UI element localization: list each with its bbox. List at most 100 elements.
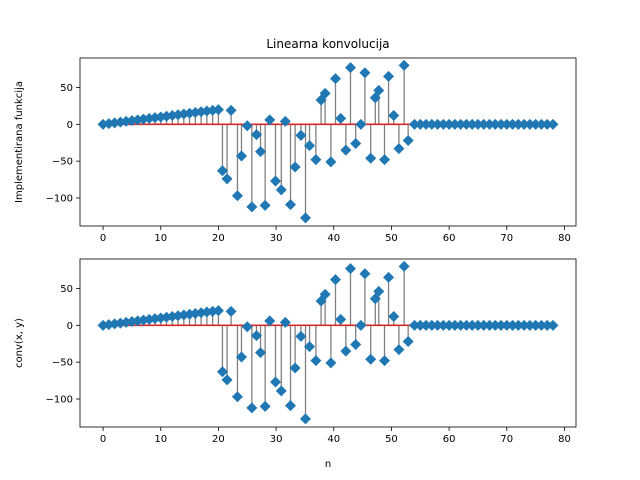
bottom-xtick-label: 60 — [443, 434, 456, 445]
bottom-stem-marker — [325, 357, 337, 369]
bottom-xlabel: n — [325, 459, 331, 470]
bottom-xtick-label: 70 — [500, 434, 513, 445]
bottom-panel: conv(x, y) n 0 10 20 30 40 50 60 70 80 −100 −50 0 50 — [14, 258, 577, 470]
top-stem-marker — [432, 118, 444, 130]
top-stem-marker — [460, 118, 472, 130]
bottom-stem-marker — [340, 345, 352, 357]
top-stem-marker — [225, 104, 237, 116]
bottom-stem-marker — [478, 319, 490, 331]
top-stem-marker — [535, 118, 547, 130]
bottom-stem-marker — [512, 319, 524, 331]
top-stem-marker — [541, 118, 553, 130]
bottom-stem-marker — [304, 341, 316, 353]
bottom-stem-marker — [235, 351, 247, 363]
top-stem-marker — [530, 118, 542, 130]
top-stem-marker — [275, 184, 287, 196]
bottom-stem-marker — [379, 355, 391, 367]
top-stem-marker — [426, 118, 438, 130]
bottom-xtick-label: 50 — [385, 434, 398, 445]
bottom-stem-marker — [414, 319, 426, 331]
top-xtick-label: 60 — [443, 233, 456, 244]
bottom-stem-marker — [221, 374, 233, 386]
top-stem-marker — [472, 118, 484, 130]
top-stem-marker — [289, 161, 301, 173]
top-stem-marker — [449, 118, 461, 130]
top-axes-frame — [79, 57, 577, 227]
bottom-stem-marker — [289, 362, 301, 374]
bottom-stem-marker — [524, 319, 536, 331]
top-stem-marker — [420, 118, 432, 130]
top-xtick-label: 20 — [212, 233, 225, 244]
top-stem-marker — [259, 199, 271, 211]
bottom-stem-marker — [365, 353, 377, 365]
bottom-stem-marker — [329, 274, 341, 286]
top-stem-marker — [524, 118, 536, 130]
top-stem-marker — [255, 146, 267, 158]
top-stem-marker — [409, 118, 421, 130]
bottom-stem-marker — [275, 385, 287, 397]
top-stem-marker — [231, 190, 243, 202]
bottom-stem-marker — [344, 263, 356, 275]
bottom-xtick-label: 10 — [154, 434, 167, 445]
bottom-stem-marker — [335, 313, 347, 325]
bottom-stem-marker — [295, 330, 307, 342]
top-stem-marker — [443, 118, 455, 130]
top-stem-marker — [466, 118, 478, 130]
top-stem-marker — [388, 109, 400, 121]
bottom-stem-marker — [535, 319, 547, 331]
bottom-stem-marker — [225, 305, 237, 317]
top-stem-marker — [398, 59, 410, 71]
top-xtick-label: 50 — [385, 233, 398, 244]
top-xtick-label: 30 — [270, 233, 283, 244]
top-stem-marker — [379, 154, 391, 166]
top-stem-marker — [285, 199, 297, 211]
bottom-stem-marker — [501, 319, 513, 331]
top-xtick-label: 10 — [154, 233, 167, 244]
top-stem-marker — [501, 118, 513, 130]
top-stem-marker — [359, 67, 371, 79]
bottom-stem-marker — [472, 319, 484, 331]
top-stem-marker — [216, 165, 228, 177]
top-stem-marker — [414, 118, 426, 130]
bottom-stem-marker — [212, 305, 224, 317]
bottom-xtick-label: 80 — [558, 434, 571, 445]
top-stem-marker — [295, 129, 307, 141]
top-stem-marker — [518, 118, 530, 130]
top-stem-marker — [120, 115, 132, 127]
top-ytick-label: 50 — [60, 83, 73, 94]
bottom-stem-marker — [507, 319, 519, 331]
bottom-stem-marker — [518, 319, 530, 331]
top-stem-marker — [455, 118, 467, 130]
top-stem-marker — [437, 118, 449, 130]
top-stem-marker — [212, 104, 224, 116]
bottom-stem-marker — [285, 400, 297, 412]
top-stem-marker — [304, 140, 316, 152]
top-stem-marker — [235, 150, 247, 162]
bottom-stem-marker — [250, 330, 262, 342]
top-xtick-label: 40 — [327, 233, 340, 244]
bottom-stem-marker — [495, 319, 507, 331]
bottom-stem-marker — [373, 285, 385, 297]
top-stem-marker — [478, 118, 490, 130]
bottom-stem-marker — [460, 319, 472, 331]
bottom-stem-marker — [383, 271, 395, 283]
top-stem-marker — [325, 156, 337, 168]
top-stem-marker — [329, 73, 341, 85]
bottom-ylabel: conv(x, y) — [14, 318, 25, 368]
top-stem-marker — [402, 135, 414, 147]
top-stem-marker — [319, 87, 331, 99]
top-stem-marker — [383, 70, 395, 82]
top-stem-marker — [279, 115, 291, 127]
bottom-stem-marker — [541, 319, 553, 331]
bottom-xtick-label: 20 — [212, 434, 225, 445]
bottom-stem-marker — [409, 319, 421, 331]
bottom-stem-marker — [426, 319, 438, 331]
top-stem-marker — [270, 175, 282, 187]
bottom-stem-marker — [483, 319, 495, 331]
top-stem-marker — [495, 118, 507, 130]
top-stem-marker — [335, 112, 347, 124]
bottom-stem-marker — [437, 319, 449, 331]
top-ytick-label: −50 — [52, 157, 73, 168]
bottom-stem-marker — [355, 319, 367, 331]
